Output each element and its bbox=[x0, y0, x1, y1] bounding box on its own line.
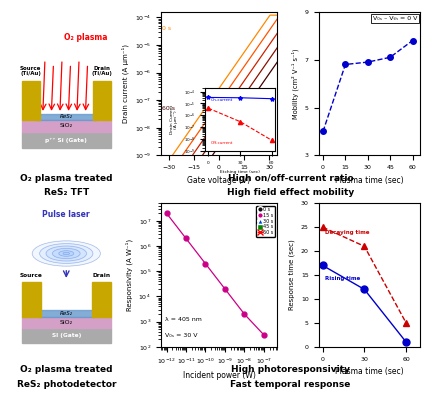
60 s bbox=[228, 128, 233, 132]
X-axis label: Plasma time (sec): Plasma time (sec) bbox=[335, 367, 404, 376]
15 s bbox=[158, 156, 164, 160]
Ellipse shape bbox=[40, 243, 93, 263]
60 s bbox=[256, 86, 262, 91]
15 s bbox=[228, 84, 233, 89]
Text: SiO₂: SiO₂ bbox=[60, 320, 73, 325]
30 s bbox=[158, 156, 163, 160]
Y-axis label: Responsivity (A W⁻¹): Responsivity (A W⁻¹) bbox=[126, 239, 133, 311]
60 s bbox=[227, 128, 233, 133]
0 s bbox=[158, 156, 163, 160]
0 s bbox=[228, 70, 233, 74]
Line: 30 s: 30 s bbox=[161, 33, 278, 158]
Ellipse shape bbox=[63, 252, 69, 255]
Line: 60 s: 60 s bbox=[161, 62, 278, 158]
Text: Drain
(Ti/Au): Drain (Ti/Au) bbox=[91, 66, 113, 76]
0 s bbox=[229, 67, 235, 72]
Line: 45 s: 45 s bbox=[161, 48, 278, 158]
45 s bbox=[275, 45, 280, 50]
Y-axis label: Drain current (A μm⁻¹): Drain current (A μm⁻¹) bbox=[122, 44, 129, 123]
Text: ReS₂ photodetector: ReS₂ photodetector bbox=[16, 380, 116, 389]
Text: High field effect mobility: High field effect mobility bbox=[227, 188, 354, 197]
0 s bbox=[227, 71, 233, 75]
X-axis label: Incident power (W): Incident power (W) bbox=[183, 372, 255, 381]
Line: 0 s: 0 s bbox=[161, 15, 278, 158]
Text: Decaying time: Decaying time bbox=[326, 230, 370, 235]
45 s bbox=[158, 156, 163, 160]
Text: Drain: Drain bbox=[92, 273, 110, 278]
60 s bbox=[158, 156, 164, 160]
Text: Rising time: Rising time bbox=[326, 276, 361, 281]
15 s bbox=[256, 43, 262, 47]
15 s bbox=[275, 16, 280, 21]
Polygon shape bbox=[22, 119, 111, 132]
30 s bbox=[264, 46, 269, 51]
30 s bbox=[256, 57, 262, 62]
30 s bbox=[229, 96, 235, 100]
X-axis label: Plasma time (sec): Plasma time (sec) bbox=[335, 176, 404, 185]
Text: 60 s: 60 s bbox=[162, 106, 175, 111]
Polygon shape bbox=[22, 282, 41, 317]
Legend: 0 s, 15 s, 30 s, 45 s, 60 s: 0 s, 15 s, 30 s, 45 s, 60 s bbox=[256, 206, 275, 236]
Ellipse shape bbox=[46, 246, 87, 261]
15 s bbox=[264, 32, 269, 37]
Text: O₂ plasma treated: O₂ plasma treated bbox=[20, 174, 113, 183]
Text: V₀ₛ – Vₜₕ = 0 V: V₀ₛ – Vₜₕ = 0 V bbox=[372, 16, 417, 21]
Text: Source
(Ti/Au): Source (Ti/Au) bbox=[20, 66, 41, 76]
Y-axis label: Response time (sec): Response time (sec) bbox=[289, 240, 295, 310]
15 s bbox=[158, 156, 163, 160]
Text: ReS₂ TFT: ReS₂ TFT bbox=[44, 188, 89, 197]
0 s bbox=[158, 156, 164, 160]
Polygon shape bbox=[22, 328, 111, 342]
Line: 15 s: 15 s bbox=[161, 19, 278, 158]
Text: Fast temporal response: Fast temporal response bbox=[230, 380, 351, 389]
Polygon shape bbox=[36, 114, 96, 119]
0 s bbox=[275, 13, 280, 17]
60 s bbox=[158, 156, 163, 160]
Text: ReS₂: ReS₂ bbox=[60, 114, 73, 119]
45 s bbox=[256, 72, 262, 76]
Text: Source: Source bbox=[19, 273, 42, 278]
60 s bbox=[264, 75, 269, 80]
30 s bbox=[275, 31, 280, 35]
Text: Pulse laser: Pulse laser bbox=[42, 210, 90, 219]
30 s bbox=[228, 98, 233, 103]
Text: O₂ plasma: O₂ plasma bbox=[64, 33, 107, 42]
15 s bbox=[227, 85, 233, 89]
30 s bbox=[158, 156, 164, 160]
Text: ReS₂: ReS₂ bbox=[60, 311, 73, 316]
Polygon shape bbox=[39, 310, 94, 317]
Polygon shape bbox=[93, 81, 111, 119]
0 s bbox=[256, 28, 262, 33]
45 s bbox=[227, 113, 233, 118]
Ellipse shape bbox=[52, 248, 80, 258]
Text: V₀ₛ = 30 V: V₀ₛ = 30 V bbox=[165, 333, 198, 338]
Text: λ = 405 nm: λ = 405 nm bbox=[165, 317, 202, 322]
X-axis label: Gate voltage (V): Gate voltage (V) bbox=[187, 176, 251, 185]
Text: p⁺⁺ Si (Gate): p⁺⁺ Si (Gate) bbox=[45, 138, 87, 143]
Text: High on/off-current ratio: High on/off-current ratio bbox=[227, 174, 353, 183]
Polygon shape bbox=[22, 132, 111, 148]
Text: 0 s: 0 s bbox=[162, 26, 171, 31]
15 s bbox=[229, 82, 235, 86]
60 s bbox=[275, 59, 280, 64]
Polygon shape bbox=[22, 81, 40, 119]
Text: O₂ plasma treated: O₂ plasma treated bbox=[20, 365, 113, 374]
45 s bbox=[229, 110, 235, 115]
Ellipse shape bbox=[32, 241, 100, 266]
45 s bbox=[158, 156, 164, 160]
60 s bbox=[229, 125, 235, 129]
0 s bbox=[267, 13, 272, 17]
Ellipse shape bbox=[59, 251, 74, 256]
30 s bbox=[227, 99, 233, 104]
Text: SiO₂: SiO₂ bbox=[60, 123, 73, 128]
45 s bbox=[264, 61, 269, 65]
Polygon shape bbox=[22, 317, 111, 328]
Y-axis label: Mobility (cm² V⁻¹ s⁻¹): Mobility (cm² V⁻¹ s⁻¹) bbox=[292, 48, 299, 119]
Text: High photoresponsivity: High photoresponsivity bbox=[231, 365, 350, 374]
Text: SI (Gate): SI (Gate) bbox=[52, 333, 81, 338]
0 s bbox=[264, 18, 269, 22]
45 s bbox=[228, 113, 233, 118]
Polygon shape bbox=[92, 282, 111, 317]
